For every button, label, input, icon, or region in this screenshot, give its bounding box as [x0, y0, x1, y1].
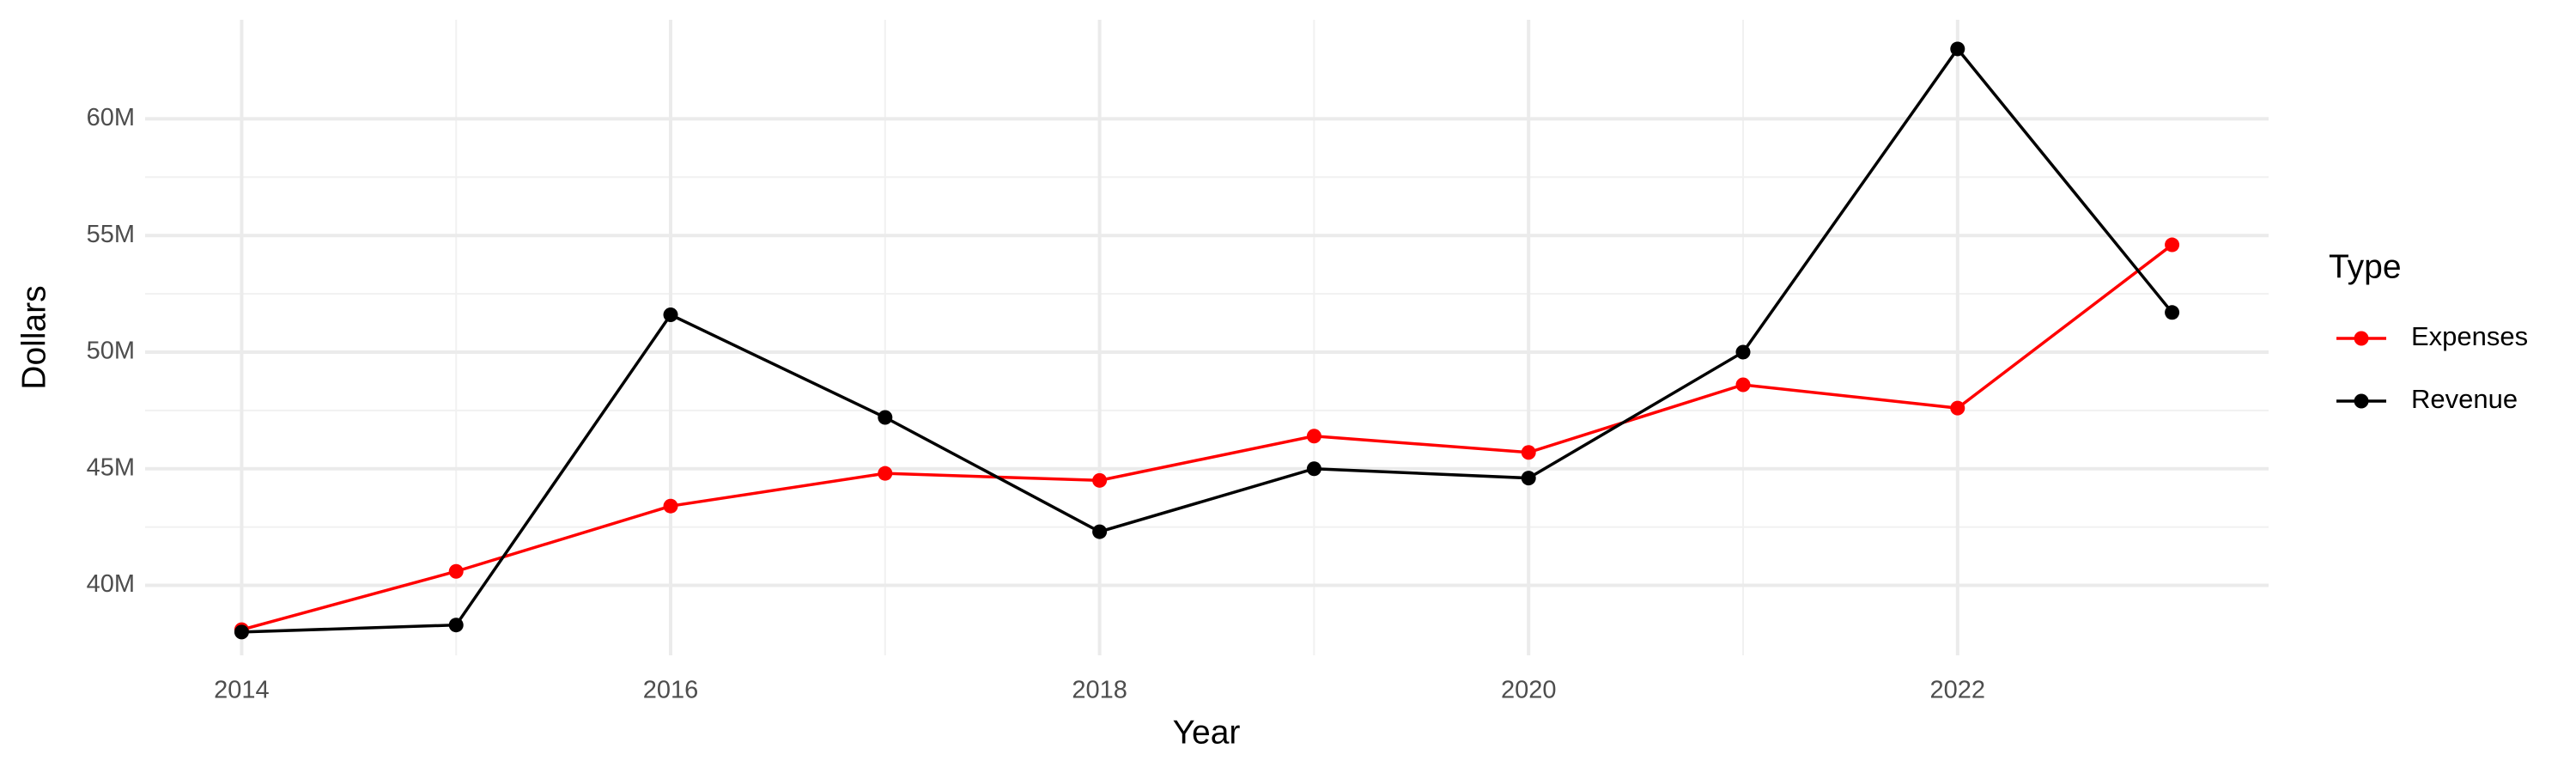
x-tick-label: 2014 [214, 677, 270, 704]
y-tick-label: 40M [87, 570, 135, 598]
data-point [1306, 461, 1321, 477]
series-line [240, 243, 2173, 631]
x-tick-label: 2016 [643, 677, 699, 704]
data-point [878, 466, 893, 481]
x-tick-label: 2022 [1930, 677, 1986, 704]
y-tick-label: 50M [87, 338, 135, 365]
data-point [2165, 237, 2180, 253]
data-point [1521, 445, 1536, 460]
legend-key [2354, 393, 2369, 409]
legend-key [2354, 331, 2369, 346]
data-point [2165, 305, 2180, 320]
series-line [241, 46, 2173, 634]
data-point [1950, 400, 1965, 416]
data-point [1735, 377, 1751, 393]
data-point [448, 563, 464, 579]
y-tick-label: 60M [87, 104, 135, 131]
data-point [663, 498, 678, 514]
legend-title: Type [2329, 248, 2402, 285]
data-point [1735, 344, 1751, 360]
x-axis-title: Year [1173, 714, 1241, 751]
y-tick-label: 55M [87, 221, 135, 248]
x-tick-label: 2020 [1501, 677, 1557, 704]
data-point [878, 410, 893, 425]
y-tick-label: 45M [87, 453, 135, 481]
data-point [663, 307, 678, 323]
legend-label: Expenses [2411, 321, 2528, 351]
data-point [234, 624, 249, 640]
data-point [448, 618, 464, 633]
data-point [1521, 471, 1536, 486]
y-axis-title: Dollars [15, 285, 52, 389]
data-point [1306, 429, 1321, 444]
data-point [1092, 472, 1108, 488]
data-point [1950, 41, 1965, 57]
legend-label: Revenue [2411, 384, 2518, 414]
data-point [1092, 524, 1108, 539]
x-tick-label: 2018 [1072, 677, 1127, 704]
